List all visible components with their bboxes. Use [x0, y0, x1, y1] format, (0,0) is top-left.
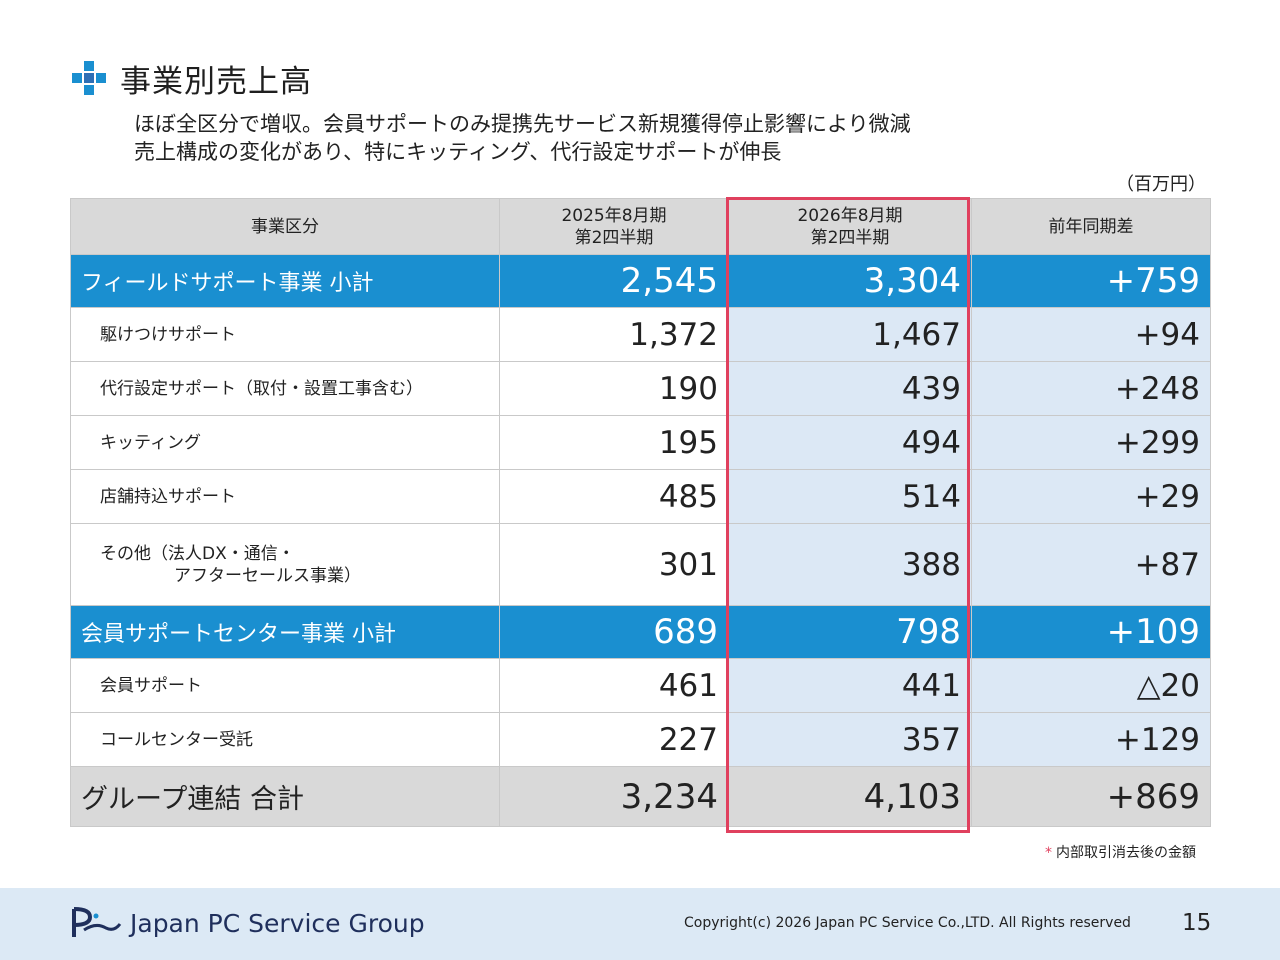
curr-value: 439 — [728, 361, 972, 416]
logo-mark-icon — [72, 907, 122, 937]
footnote-text: 内部取引消去後の金額 — [1056, 845, 1196, 861]
company-name: Japan PC Service Group — [130, 908, 425, 938]
diff-value: +87 — [971, 523, 1211, 606]
row-label: 会員サポート — [70, 658, 500, 713]
footnote: * 内部取引消去後の金額 — [1045, 842, 1196, 862]
subtotal-row-member: 会員サポートセンター事業 小計 689 798 +109 — [70, 605, 1211, 659]
row-label: 会員サポートセンター事業 小計 — [70, 605, 500, 659]
diff-value: +248 — [971, 361, 1211, 416]
footnote-mark: * — [1045, 845, 1052, 861]
prev-value: 3,234 — [499, 766, 729, 827]
sales-table: 事業区分 2025年8月期 第2四半期 2026年8月期 第2四半期 前年同期差 フ… — [70, 198, 1211, 827]
row-label: キッティング — [70, 415, 500, 470]
diff-value: +29 — [971, 469, 1211, 524]
table-row: 会員サポート 461 441 △20 — [70, 658, 1211, 713]
slide-title: 事業別売上高 — [120, 63, 312, 100]
curr-value: 388 — [728, 523, 972, 606]
table-row: 駆けつけサポート 1,372 1,467 +94 — [70, 307, 1211, 362]
slide-title-row: 事業別売上高 — [72, 58, 312, 100]
row-label: フィールドサポート事業 小計 — [70, 254, 500, 308]
prev-value: 301 — [499, 523, 729, 606]
table-row: コールセンター受託 227 357 +129 — [70, 712, 1211, 767]
curr-value: 798 — [728, 605, 972, 659]
diff-value: +94 — [971, 307, 1211, 362]
subtotal-row-field: フィールドサポート事業 小計 2,545 3,304 +759 — [70, 254, 1211, 308]
subtitle-line: 売上構成の変化があり、特にキッティング、代行設定サポートが伸長 — [134, 140, 782, 164]
curr-value: 1,467 — [728, 307, 972, 362]
header-diff: 前年同期差 — [971, 198, 1211, 255]
unit-label: （百万円） — [1116, 174, 1206, 195]
header-prev-period: 2025年8月期 第2四半期 — [499, 198, 729, 255]
prev-value: 227 — [499, 712, 729, 767]
total-row: グループ連結 合計 3,234 4,103 +869 — [70, 766, 1211, 827]
diff-value: +869 — [971, 766, 1211, 827]
table-row: 代行設定サポート（取付・設置工事含む） 190 439 +248 — [70, 361, 1211, 416]
table-row: その他（法人DX・通信・ アフターセールス事業） 301 388 +87 — [70, 523, 1211, 606]
prev-value: 2,545 — [499, 254, 729, 308]
row-label: 駆けつけサポート — [70, 307, 500, 362]
copyright: Copyright(c) 2026 Japan PC Service Co.,L… — [684, 915, 1131, 931]
cross-mark-icon — [72, 61, 106, 95]
prev-value: 461 — [499, 658, 729, 713]
curr-value: 494 — [728, 415, 972, 470]
row-label: コールセンター受託 — [70, 712, 500, 767]
row-label: 店舗持込サポート — [70, 469, 500, 524]
header-category: 事業区分 — [70, 198, 500, 255]
footer-bar: Japan PC Service Group Copyright(c) 2026… — [0, 888, 1280, 960]
prev-value: 190 — [499, 361, 729, 416]
row-label: グループ連結 合計 — [70, 766, 500, 827]
diff-value: +299 — [971, 415, 1211, 470]
diff-value: +109 — [971, 605, 1211, 659]
prev-value: 195 — [499, 415, 729, 470]
row-label: 代行設定サポート（取付・設置工事含む） — [70, 361, 500, 416]
header-curr-period: 2026年8月期 第2四半期 — [728, 198, 972, 255]
table-header-row: 事業区分 2025年8月期 第2四半期 2026年8月期 第2四半期 前年同期差 — [70, 198, 1211, 255]
table-row: 店舗持込サポート 485 514 +29 — [70, 469, 1211, 524]
table-row: キッティング 195 494 +299 — [70, 415, 1211, 470]
company-logo: Japan PC Service Group — [70, 906, 425, 940]
row-label: その他（法人DX・通信・ アフターセールス事業） — [70, 523, 500, 606]
curr-value: 357 — [728, 712, 972, 767]
curr-value: 4,103 — [728, 766, 972, 827]
diff-value: +129 — [971, 712, 1211, 767]
diff-value: △20 — [971, 658, 1211, 713]
slide-subtitle: ほぼ全区分で増収。会員サポートのみ提携先サービス新規獲得停止影響により微減 売上… — [134, 110, 911, 166]
curr-value: 441 — [728, 658, 972, 713]
diff-value: +759 — [971, 254, 1211, 308]
curr-value: 514 — [728, 469, 972, 524]
prev-value: 485 — [499, 469, 729, 524]
prev-value: 1,372 — [499, 307, 729, 362]
prev-value: 689 — [499, 605, 729, 659]
subtitle-line: ほぼ全区分で増収。会員サポートのみ提携先サービス新規獲得停止影響により微減 — [134, 112, 911, 136]
curr-value: 3,304 — [728, 254, 972, 308]
page-number: 15 — [1182, 910, 1212, 936]
